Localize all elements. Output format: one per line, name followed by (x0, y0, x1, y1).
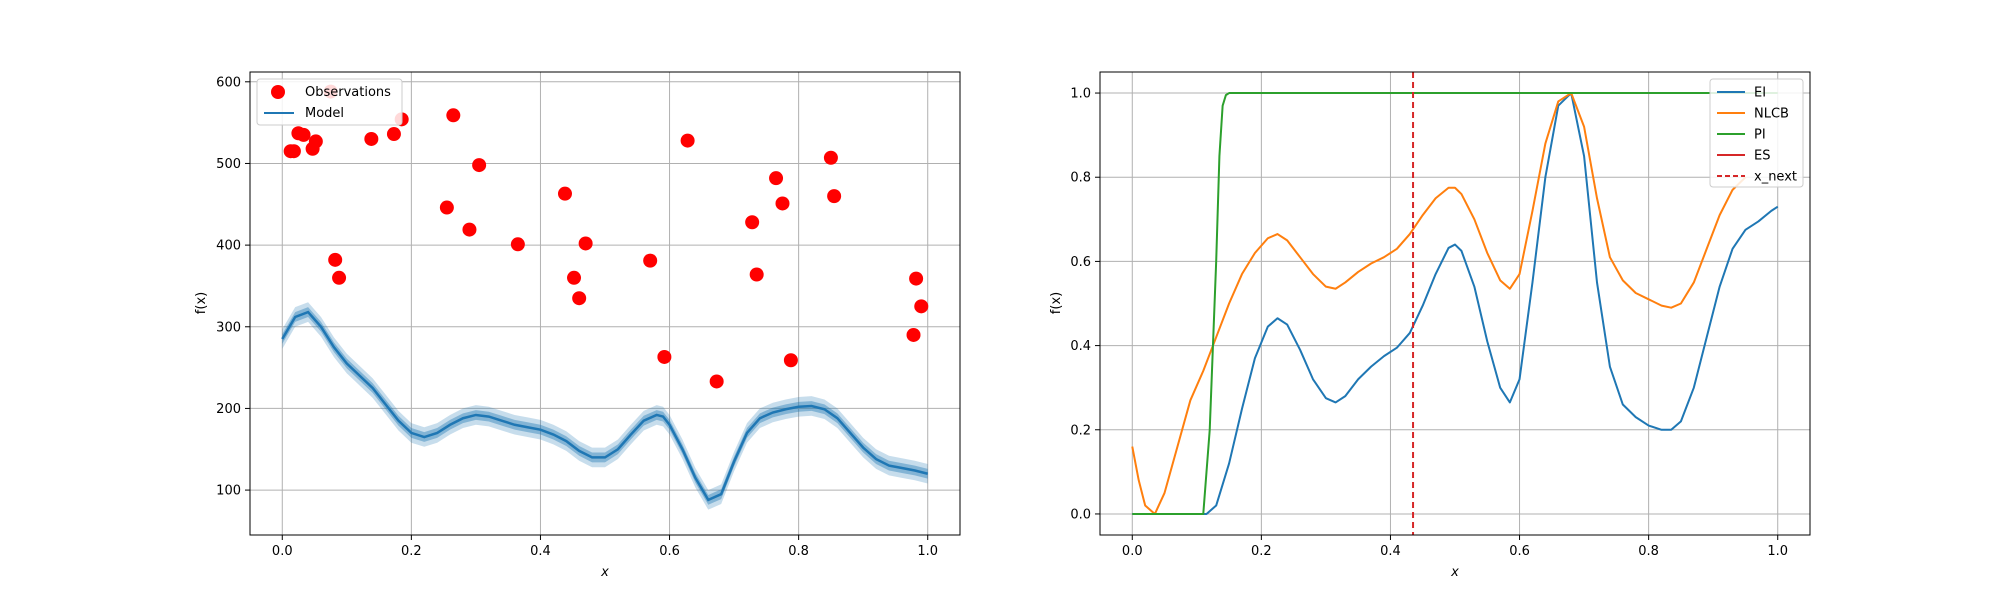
right-y-ticks: 0.0 0.2 0.4 0.6 0.8 1.0 (1070, 87, 1100, 522)
observation-point (439, 200, 454, 215)
y-tick-label: 0.0 (1070, 507, 1091, 522)
right-axes-frame (1099, 71, 1811, 536)
observation-point (328, 252, 343, 267)
x-tick-label: 0.4 (1380, 544, 1401, 559)
left-legend: Observations Model (256, 78, 403, 126)
series-line-nlcb (1131, 92, 1747, 515)
observation-point (510, 237, 525, 252)
right-legend-items: EI NLCB PI ES x_next (1717, 86, 1797, 185)
y-tick-label: 200 (216, 402, 241, 417)
x-tick-label: 0.0 (272, 544, 293, 559)
observation-point (572, 291, 587, 306)
x-tick-label: 0.0 (1122, 544, 1143, 559)
observation-point (823, 150, 838, 165)
observation-point (286, 144, 301, 159)
observation-point (783, 353, 798, 368)
legend-label: PI (1754, 128, 1766, 143)
observation-point (332, 270, 347, 285)
observation-point (386, 127, 401, 142)
right-x-axis-label: x (1450, 565, 1459, 580)
x-tick-label: 1.0 (917, 544, 938, 559)
right-legend: EI NLCB PI ES x_next (1709, 78, 1804, 188)
observation-point (462, 222, 477, 237)
observation-point (827, 189, 842, 204)
observation-point (657, 349, 672, 364)
observation-point (296, 127, 311, 142)
observation-point (775, 196, 790, 211)
observation-point (643, 253, 658, 268)
y-tick-label: 0.4 (1070, 339, 1091, 354)
x-tick-label: 0.6 (659, 544, 680, 559)
right-chart: 0.0 0.2 0.4 0.6 0.8 1.0 0.00.20.40.60.81.0 x … (1049, 71, 1811, 580)
x-tick-label: 0.8 (1638, 544, 1659, 559)
model-mean-line (281, 310, 929, 502)
legend-observations-label: Observations (305, 85, 391, 100)
left-grid (250, 72, 960, 535)
observation-point (745, 215, 760, 230)
y-tick-label: 0.2 (1070, 423, 1091, 438)
observation-point (769, 171, 784, 186)
right-legend-box (1709, 78, 1804, 188)
observation-point (906, 327, 921, 342)
y-tick-label: 1.0 (1070, 87, 1091, 102)
legend-label: EI (1754, 86, 1766, 101)
y-tick-label: 600 (216, 75, 241, 90)
left-y-axis-label: f(x) (194, 292, 209, 314)
y-tick-label: 500 (216, 157, 241, 172)
left-x-ticks: 0.0 0.2 0.4 0.6 0.8 1.0 (272, 535, 938, 559)
left-axes-frame (249, 71, 961, 536)
y-tick-label: 100 (216, 484, 241, 499)
legend-label: ES (1754, 149, 1770, 164)
y-tick-label: 300 (216, 320, 241, 335)
observation-point (567, 270, 582, 285)
legend-label: NLCB (1754, 107, 1789, 122)
legend-model-label: Model (305, 106, 344, 121)
x-tick-label: 0.6 (1509, 544, 1530, 559)
x-tick-label: 0.8 (788, 544, 809, 559)
observation-point (578, 236, 593, 251)
observation-point (914, 299, 929, 314)
x-tick-label: 1.0 (1767, 544, 1788, 559)
series-line-pi (1132, 92, 1778, 515)
left-y-ticks: 100 200 300 400 500 600 (216, 75, 250, 499)
series-line-ei (1132, 92, 1779, 515)
observation-point (446, 108, 461, 123)
observation-point (308, 134, 323, 149)
observation-point (364, 131, 379, 146)
right-y-axis-label: f(x) (1049, 292, 1064, 314)
observation-point (557, 186, 572, 201)
y-tick-label: 0.8 (1070, 171, 1091, 186)
x-tick-label: 0.2 (401, 544, 422, 559)
right-x-ticks: 0.0 0.2 0.4 0.6 0.8 1.0 (1122, 535, 1788, 559)
observation-point (472, 158, 487, 173)
y-tick-label: 400 (216, 239, 241, 254)
legend-label: x_next (1754, 170, 1797, 185)
right-plot-area (1100, 72, 1810, 535)
left-model-line (281, 310, 929, 502)
observation-point (749, 267, 764, 282)
observation-point (709, 374, 724, 389)
right-series-lines (1131, 92, 1779, 515)
left-x-axis-label: x (600, 565, 609, 580)
left-observations (283, 84, 929, 389)
x-tick-label: 0.2 (1251, 544, 1272, 559)
y-tick-label: 0.6 (1070, 255, 1091, 270)
observation-point (680, 133, 695, 148)
legend-observations-marker (271, 85, 285, 99)
observation-point (909, 271, 924, 286)
x-tick-label: 0.4 (530, 544, 551, 559)
